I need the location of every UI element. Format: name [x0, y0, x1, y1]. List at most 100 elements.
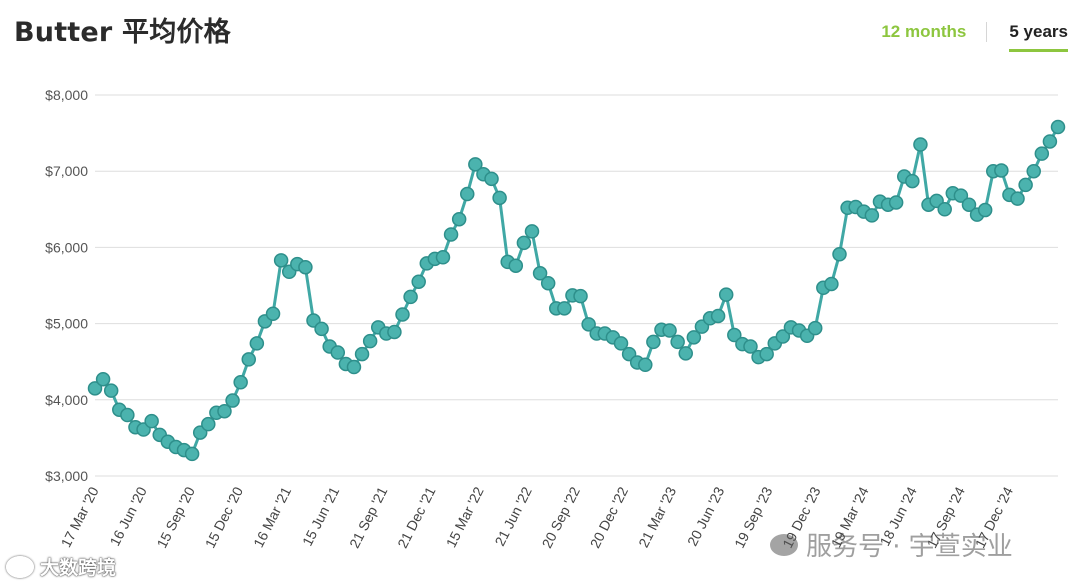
grid-lines: [95, 94, 1058, 477]
data-point[interactable]: [95, 371, 111, 387]
x-tick-label: 20 Sep '22: [539, 484, 584, 551]
watermark-right-text: 服务号 · 宇萱实业: [806, 532, 1013, 562]
data-point[interactable]: [120, 407, 135, 423]
data-point[interactable]: [144, 413, 159, 429]
data-point[interactable]: [1010, 191, 1025, 206]
data-point[interactable]: [994, 163, 1009, 178]
data-point[interactable]: [103, 383, 119, 398]
data-point[interactable]: [273, 253, 289, 268]
data-point[interactable]: [1050, 119, 1066, 135]
data-point[interactable]: [686, 330, 702, 345]
tab-12-months[interactable]: 12 months: [881, 22, 967, 41]
watermark-left-text: 大数跨境: [40, 557, 117, 579]
data-point[interactable]: [87, 381, 103, 396]
data-point[interactable]: [524, 224, 540, 239]
data-point[interactable]: [670, 334, 685, 350]
data-point[interactable]: [435, 250, 451, 265]
x-tick-label: 21 Jun '22: [491, 484, 534, 549]
data-point[interactable]: [443, 227, 459, 242]
x-tick-label: 20 Dec '22: [587, 484, 632, 551]
y-tick-label: $7,000: [45, 163, 88, 179]
data-point[interactable]: [403, 289, 418, 305]
x-tick-label: 20 Jun '23: [684, 484, 727, 549]
data-point[interactable]: [346, 359, 362, 375]
tab-5-years[interactable]: 5 years: [1009, 22, 1068, 52]
data-point[interactable]: [678, 346, 693, 361]
data-point[interactable]: [532, 266, 548, 281]
data-point[interactable]: [249, 336, 265, 351]
series-layer: [87, 119, 1066, 462]
x-tick-label: 21 Sep '21: [346, 484, 391, 551]
y-axis-ticks: $3,000 $4,000 $5,000 $6,000 $7,000 $8,000: [45, 87, 88, 484]
y-tick-label: $3,000: [45, 468, 88, 484]
watermark-left: 大数跨境: [6, 553, 116, 580]
data-point[interactable]: [953, 188, 969, 203]
y-tick-label: $6,000: [45, 239, 88, 255]
data-point[interactable]: [225, 393, 240, 408]
data-point[interactable]: [557, 301, 572, 316]
data-point[interactable]: [451, 211, 467, 227]
data-point[interactable]: [395, 307, 410, 322]
data-point[interactable]: [460, 186, 475, 202]
x-tick-label: 16 Mar '21: [250, 484, 294, 550]
data-point[interactable]: [265, 306, 281, 321]
data-point[interactable]: [201, 416, 216, 432]
x-tick-label: 16 Jun '20: [106, 484, 149, 549]
data-point[interactable]: [775, 329, 791, 344]
data-point[interactable]: [362, 333, 378, 349]
x-tick-label: 15 Dec '20: [202, 484, 247, 551]
x-tick-label: 15 Mar '22: [443, 484, 487, 550]
data-point[interactable]: [233, 375, 248, 390]
data-point[interactable]: [330, 345, 346, 360]
data-point[interactable]: [888, 195, 904, 210]
data-point[interactable]: [832, 247, 847, 262]
y-tick-label: $8,000: [45, 87, 88, 103]
data-point[interactable]: [710, 308, 726, 324]
data-point[interactable]: [184, 446, 200, 462]
data-point[interactable]: [937, 202, 952, 217]
data-point[interactable]: [508, 258, 524, 273]
data-point[interactable]: [484, 171, 499, 187]
data-point[interactable]: [613, 336, 629, 351]
data-point[interactable]: [1018, 177, 1033, 193]
wechat-icon: [770, 533, 798, 556]
data-point[interactable]: [492, 190, 507, 206]
data-point[interactable]: [807, 320, 823, 336]
x-tick-label: 21 Mar '23: [635, 484, 679, 550]
watermark-right: 服务号 · 宇萱实业: [770, 526, 1013, 563]
tab-divider: [986, 22, 988, 42]
data-point[interactable]: [905, 173, 920, 189]
data-point[interactable]: [217, 403, 232, 419]
data-point[interactable]: [727, 327, 742, 343]
data-point[interactable]: [581, 317, 596, 332]
data-point[interactable]: [646, 334, 661, 350]
data-point[interactable]: [468, 157, 483, 172]
data-point[interactable]: [354, 346, 370, 362]
data-point[interactable]: [1042, 134, 1058, 149]
data-point[interactable]: [977, 202, 993, 218]
data-point[interactable]: [824, 276, 839, 292]
data-point[interactable]: [314, 321, 329, 337]
range-tabs: 12 months 5 years: [881, 22, 1068, 52]
data-point[interactable]: [241, 352, 257, 367]
data-point[interactable]: [662, 323, 677, 338]
data-point[interactable]: [743, 339, 758, 354]
data-point[interactable]: [864, 208, 880, 223]
page-title: Butter 平均价格: [14, 17, 231, 48]
x-tick-label: 17 Mar '20: [58, 484, 102, 550]
data-point[interactable]: [516, 235, 532, 251]
data-point[interactable]: [298, 259, 313, 275]
y-tick-label: $5,000: [45, 316, 88, 332]
data-point[interactable]: [718, 287, 734, 302]
data-point[interactable]: [759, 346, 774, 362]
data-point[interactable]: [387, 324, 402, 340]
data-point[interactable]: [1034, 146, 1050, 161]
data-point[interactable]: [540, 275, 556, 291]
data-point[interactable]: [411, 274, 426, 289]
data-point[interactable]: [573, 288, 588, 304]
data-point[interactable]: [961, 197, 977, 212]
data-point[interactable]: [1026, 163, 1041, 179]
data-point[interactable]: [638, 357, 653, 372]
data-point[interactable]: [913, 137, 928, 152]
